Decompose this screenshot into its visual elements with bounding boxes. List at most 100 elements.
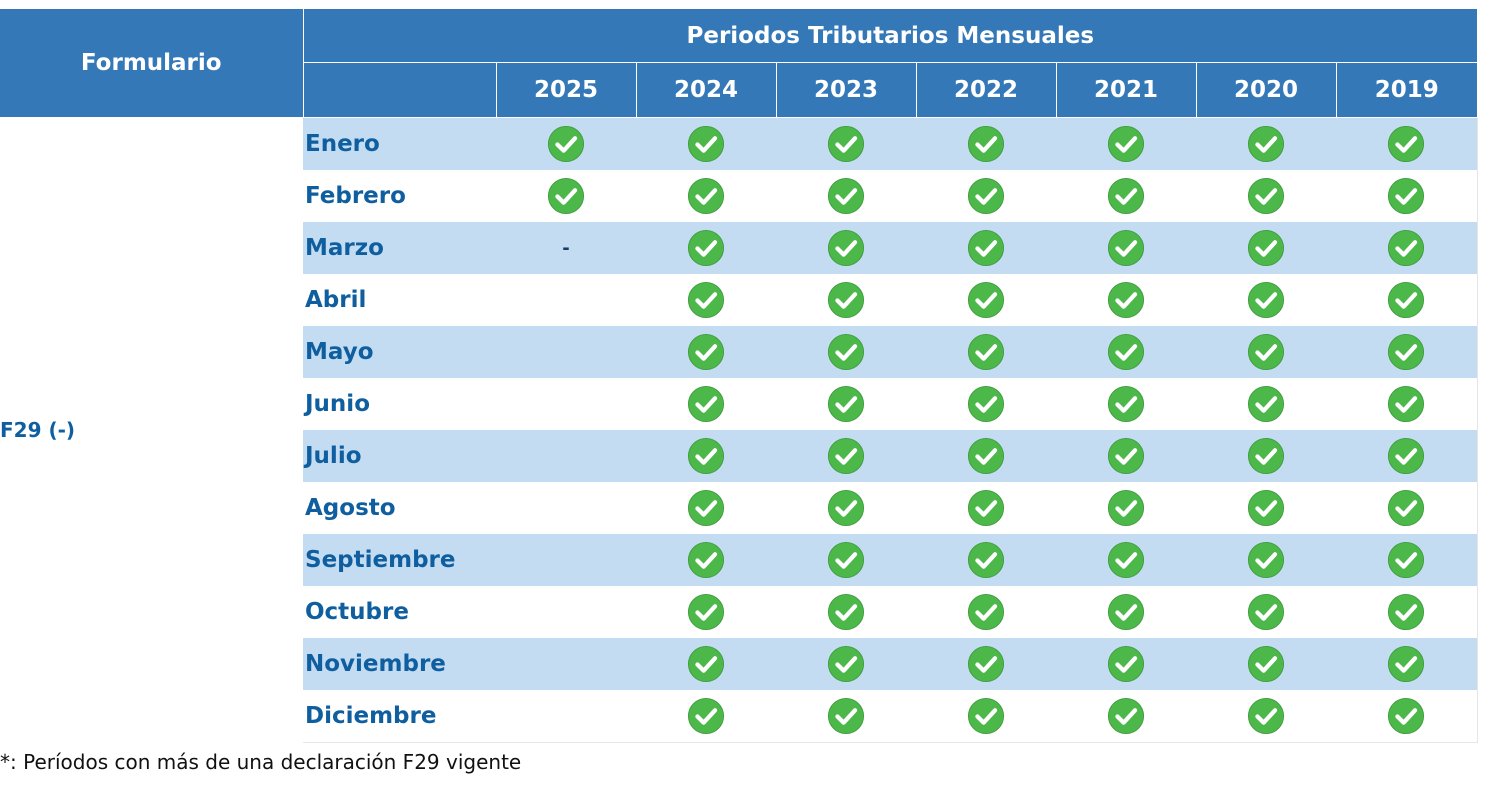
period-cell[interactable]	[636, 274, 776, 326]
check-circle-icon[interactable]	[1247, 593, 1285, 631]
period-cell[interactable]	[776, 690, 916, 743]
period-cell[interactable]	[1336, 170, 1478, 222]
period-cell[interactable]	[916, 274, 1056, 326]
period-cell[interactable]	[1056, 690, 1196, 743]
check-circle-icon[interactable]	[1107, 333, 1145, 371]
check-circle-icon[interactable]	[827, 177, 865, 215]
check-circle-icon[interactable]	[827, 229, 865, 267]
check-circle-icon[interactable]	[687, 697, 725, 735]
check-circle-icon[interactable]	[1387, 437, 1425, 475]
period-cell[interactable]	[776, 534, 916, 586]
check-circle-icon[interactable]	[687, 645, 725, 683]
period-cell[interactable]	[1196, 117, 1336, 170]
period-cell[interactable]	[636, 430, 776, 482]
check-circle-icon[interactable]	[1107, 385, 1145, 423]
check-circle-icon[interactable]	[1247, 125, 1285, 163]
check-circle-icon[interactable]	[1387, 125, 1425, 163]
month-label[interactable]: Abril	[303, 274, 496, 326]
check-circle-icon[interactable]	[967, 281, 1005, 319]
period-cell[interactable]	[776, 430, 916, 482]
month-label[interactable]: Febrero	[303, 170, 496, 222]
check-circle-icon[interactable]	[1247, 229, 1285, 267]
check-circle-icon[interactable]	[1107, 489, 1145, 527]
check-circle-icon[interactable]	[687, 177, 725, 215]
period-cell[interactable]	[1336, 326, 1478, 378]
period-cell[interactable]	[1056, 482, 1196, 534]
check-circle-icon[interactable]	[1387, 489, 1425, 527]
check-circle-icon[interactable]	[967, 697, 1005, 735]
check-circle-icon[interactable]	[687, 229, 725, 267]
period-cell[interactable]	[1336, 586, 1478, 638]
check-circle-icon[interactable]	[827, 437, 865, 475]
period-cell[interactable]	[1336, 378, 1478, 430]
check-circle-icon[interactable]	[1107, 281, 1145, 319]
check-circle-icon[interactable]	[1247, 385, 1285, 423]
period-cell[interactable]	[636, 690, 776, 743]
period-cell[interactable]	[916, 690, 1056, 743]
check-circle-icon[interactable]	[1387, 281, 1425, 319]
period-cell[interactable]	[1196, 534, 1336, 586]
check-circle-icon[interactable]	[1107, 593, 1145, 631]
period-cell[interactable]	[916, 638, 1056, 690]
period-cell[interactable]	[1196, 430, 1336, 482]
check-circle-icon[interactable]	[1247, 541, 1285, 579]
month-label[interactable]: Enero	[303, 117, 496, 170]
month-label[interactable]: Julio	[303, 430, 496, 482]
period-cell[interactable]	[916, 586, 1056, 638]
check-circle-icon[interactable]	[827, 593, 865, 631]
period-cell[interactable]	[776, 482, 916, 534]
period-cell[interactable]	[1056, 222, 1196, 274]
check-circle-icon[interactable]	[1387, 645, 1425, 683]
check-circle-icon[interactable]	[1107, 645, 1145, 683]
check-circle-icon[interactable]	[1247, 177, 1285, 215]
month-label[interactable]: Mayo	[303, 326, 496, 378]
period-cell[interactable]	[1196, 638, 1336, 690]
period-cell[interactable]	[636, 222, 776, 274]
period-cell[interactable]	[1336, 534, 1478, 586]
check-circle-icon[interactable]	[1107, 229, 1145, 267]
period-cell[interactable]	[1336, 430, 1478, 482]
check-circle-icon[interactable]	[1387, 593, 1425, 631]
check-circle-icon[interactable]	[827, 541, 865, 579]
period-cell[interactable]	[636, 482, 776, 534]
period-cell[interactable]	[916, 482, 1056, 534]
period-cell[interactable]	[776, 586, 916, 638]
check-circle-icon[interactable]	[967, 593, 1005, 631]
check-circle-icon[interactable]	[547, 177, 585, 215]
check-circle-icon[interactable]	[967, 333, 1005, 371]
period-cell[interactable]	[916, 117, 1056, 170]
check-circle-icon[interactable]	[1107, 125, 1145, 163]
month-label[interactable]: Octubre	[303, 586, 496, 638]
check-circle-icon[interactable]	[967, 645, 1005, 683]
period-cell[interactable]	[1056, 326, 1196, 378]
month-label[interactable]: Marzo	[303, 222, 496, 274]
check-circle-icon[interactable]	[687, 541, 725, 579]
check-circle-icon[interactable]	[687, 437, 725, 475]
check-circle-icon[interactable]	[1247, 645, 1285, 683]
period-cell[interactable]	[636, 326, 776, 378]
period-cell[interactable]	[1196, 326, 1336, 378]
period-cell[interactable]	[1056, 430, 1196, 482]
check-circle-icon[interactable]	[1387, 385, 1425, 423]
check-circle-icon[interactable]	[1247, 489, 1285, 527]
check-circle-icon[interactable]	[827, 333, 865, 371]
period-cell[interactable]	[636, 117, 776, 170]
period-cell[interactable]	[1056, 274, 1196, 326]
month-label[interactable]: Agosto	[303, 482, 496, 534]
period-cell[interactable]	[1336, 482, 1478, 534]
check-circle-icon[interactable]	[967, 125, 1005, 163]
check-circle-icon[interactable]	[1107, 437, 1145, 475]
period-cell[interactable]	[916, 430, 1056, 482]
period-cell[interactable]	[1336, 117, 1478, 170]
period-cell[interactable]	[916, 170, 1056, 222]
period-cell[interactable]	[1336, 690, 1478, 743]
check-circle-icon[interactable]	[547, 125, 585, 163]
period-cell[interactable]	[636, 586, 776, 638]
period-cell[interactable]	[636, 534, 776, 586]
period-cell[interactable]	[776, 638, 916, 690]
month-label[interactable]: Noviembre	[303, 638, 496, 690]
period-cell[interactable]	[1196, 222, 1336, 274]
check-circle-icon[interactable]	[967, 541, 1005, 579]
month-label[interactable]: Diciembre	[303, 690, 496, 743]
period-cell[interactable]	[776, 117, 916, 170]
